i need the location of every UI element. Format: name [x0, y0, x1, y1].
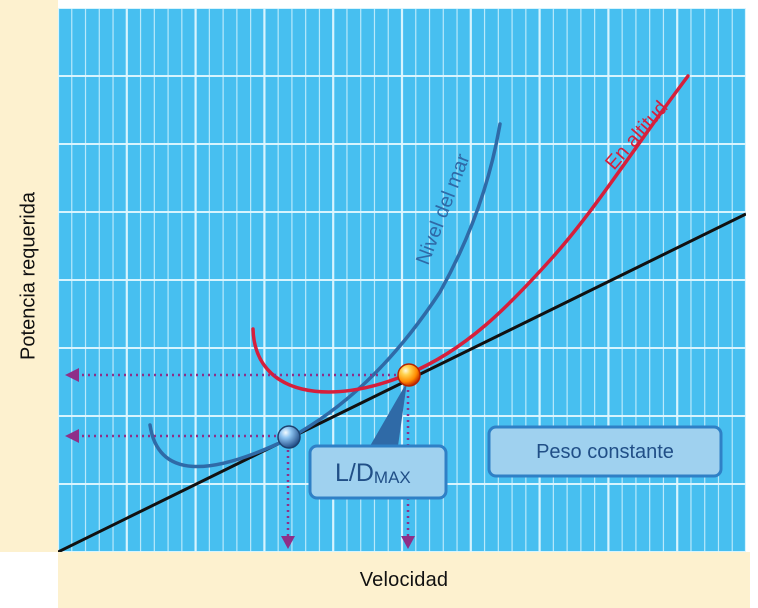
altitude-curve	[251, 74, 690, 394]
ld-max-subscript-label: MAX	[374, 468, 411, 487]
sea-level-vertical-arrowhead-icon	[281, 536, 295, 549]
sea-level-curve	[148, 122, 502, 469]
bottom-label-panel	[58, 552, 750, 608]
altitude-point-icon	[397, 363, 421, 387]
altitude-curve-label: En altitud	[601, 97, 672, 174]
projection-arrows	[65, 368, 415, 549]
plot-svg: L/DMAX Peso constante Nivel del mar En a…	[58, 8, 746, 552]
sea-level-horizontal-arrowhead-icon	[65, 429, 79, 443]
ld-max-main-label: L/D	[335, 459, 374, 487]
ld-max-box: L/DMAX	[308, 444, 448, 500]
altitude-horizontal-arrowhead-icon	[65, 368, 79, 382]
left-label-panel	[0, 0, 58, 552]
ld-max-label: L/DMAX	[335, 459, 411, 487]
constant-weight-box-background	[487, 425, 723, 478]
constant-weight-label: Peso constante	[536, 441, 674, 463]
altitude-vertical-arrowhead-icon	[401, 536, 415, 549]
x-axis-label: Velocidad	[359, 568, 449, 591]
ld-callout-pointer	[370, 382, 407, 446]
constant-weight-box: Peso constante	[487, 425, 723, 478]
y-axis-label: Potencia requerida	[17, 192, 40, 360]
plot-area: L/DMAX Peso constante Nivel del mar En a…	[58, 8, 746, 552]
sea-level-point-icon	[277, 425, 301, 449]
ld-max-box-background	[308, 444, 448, 500]
